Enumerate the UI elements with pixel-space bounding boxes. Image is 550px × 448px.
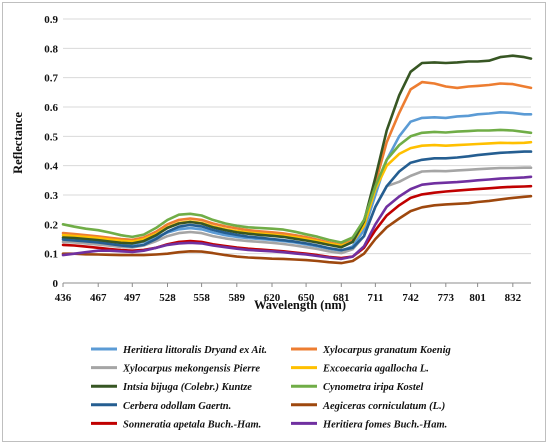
y-tick-label: 0.8 — [44, 43, 58, 55]
y-axis-label: Reflectance — [11, 112, 25, 174]
x-tick-label: 589 — [229, 292, 246, 304]
y-tick-label: 0.6 — [44, 102, 58, 114]
legend: Heritiera littoralis Dryand ex Ait. Xyloc… — [91, 345, 451, 430]
x-tick-label: 467 — [90, 292, 107, 304]
x-tick-label: 528 — [159, 292, 176, 304]
x-tick-label: 773 — [438, 292, 455, 304]
x-tick-label: 497 — [124, 292, 141, 304]
gridlines — [62, 18, 531, 287]
y-tick-label: 0 — [53, 278, 59, 290]
series-line-10 — [61, 175, 533, 261]
y-tick-label: 0.1 — [44, 249, 58, 261]
legend-label: Aegiceras corniculatum (L.) — [322, 401, 445, 412]
series-line-6 — [61, 128, 533, 244]
x-tick-labels: 436 467 497 528 558 589 620 650 681 711 742 773 801 8… — [55, 292, 522, 304]
x-tick-label: 742 — [402, 292, 419, 304]
reflectance-chart: 0 0.1 0.2 0.3 0.4 0.5 0.6 0.7 0.8 0.9 436 467 497 52… — [11, 14, 533, 430]
series-line-7 — [61, 150, 533, 252]
x-tick-label: 711 — [367, 292, 383, 304]
x-tick-label: 650 — [298, 292, 315, 304]
series-line-5 — [61, 54, 533, 249]
legend-label: Cynometra iripa Kostel — [323, 382, 423, 393]
legend-label: Excoecaria agallocha L. — [322, 364, 429, 375]
y-tick-label: 0.3 — [44, 190, 58, 202]
x-tick-label: 832 — [505, 292, 522, 304]
y-tick-label: 0.5 — [44, 131, 58, 143]
figure-frame: 0 0.1 0.2 0.3 0.4 0.5 0.6 0.7 0.8 0.9 436 467 497 52… — [2, 2, 546, 442]
x-tick-label: 620 — [264, 292, 281, 304]
x-tick-label: 801 — [469, 292, 486, 304]
legend-label: Sonneratia apetala Buch.-Ham. — [123, 419, 261, 430]
series-line-4 — [61, 140, 533, 247]
y-tick-label: 0.9 — [44, 14, 58, 26]
y-tick-label: 0.4 — [44, 161, 58, 173]
x-tick-label: 558 — [193, 292, 210, 304]
legend-label: Cerbera odollam Gaertn. — [123, 401, 231, 412]
legend-label: Xylocarpus mekongensis Pierre — [122, 364, 260, 375]
x-tick-label: 436 — [55, 292, 72, 304]
legend-label: Xylocarpus granatum Koenig — [322, 345, 451, 356]
y-tick-labels: 0 0.1 0.2 0.3 0.4 0.5 0.6 0.7 0.8 0.9 — [44, 14, 58, 290]
y-tick-label: 0.2 — [44, 219, 58, 231]
series-line-8 — [61, 194, 533, 265]
x-axis-label: Wavelength (nm) — [254, 298, 346, 312]
y-tick-label: 0.7 — [44, 73, 58, 85]
legend-label: Heritiera littoralis Dryand ex Ait. — [122, 345, 267, 356]
series-lines — [61, 54, 533, 265]
x-tick-label: 681 — [333, 292, 350, 304]
series-line-2 — [61, 80, 533, 247]
legend-label: Heritiera fomes Buch.-Ham. — [322, 419, 447, 430]
legend-label: Intsia bijuga (Colebr.) Kuntze — [122, 382, 252, 393]
